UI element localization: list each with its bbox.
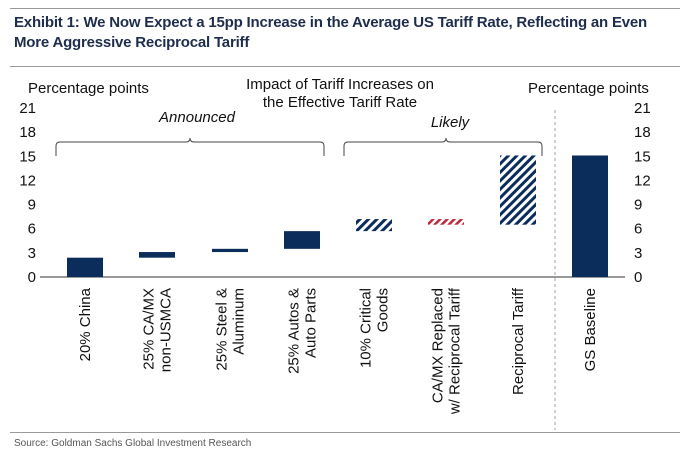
title-rule xyxy=(10,66,680,67)
likely-bracket xyxy=(343,137,543,156)
y-tick-left-3: 3 xyxy=(28,245,36,262)
bar-2 xyxy=(212,248,248,253)
category-label-0: 20% China xyxy=(77,287,94,361)
category-label-1-line-0: 25% CA/MX xyxy=(141,288,158,370)
bar-3 xyxy=(284,231,320,249)
y-tick-left-9: 9 xyxy=(28,197,36,214)
y-tick-left-0: 0 xyxy=(28,269,36,286)
y-tick-left-15: 15 xyxy=(19,148,36,165)
category-label-7: GS Baseline xyxy=(582,288,599,371)
source-note: Source: Goldman Sachs Global Investment … xyxy=(14,438,252,449)
bars-group xyxy=(67,155,608,277)
category-label-1: 25% CA/MX non-USMCA xyxy=(141,288,175,372)
bar-4 xyxy=(356,219,392,232)
exhibit-title: Exhibit 1: We Now Expect a 15pp Increase… xyxy=(14,14,648,51)
y-tick-right-18: 18 xyxy=(634,124,651,141)
right-axis-label: Percentage points xyxy=(528,80,649,97)
y-tick-left-21: 21 xyxy=(19,100,36,117)
category-label-2-line-1: Aluminum xyxy=(231,288,248,355)
category-label-5-line-0: CA/MX Replaced xyxy=(430,288,447,403)
y-tick-right-12: 12 xyxy=(634,172,651,189)
y-tick-right-6: 6 xyxy=(634,221,642,238)
category-label-0-line-0: 20% China xyxy=(77,287,94,361)
category-label-4: 10% Critical Goods xyxy=(358,288,392,368)
category-label-2-line-0: 25% Steel & xyxy=(214,288,231,371)
top-rule xyxy=(10,8,680,9)
category-label-3-line-0: 25% Autos & xyxy=(286,288,303,374)
y-tick-right-15: 15 xyxy=(634,148,651,165)
left-tick-labels: 0 3 6 9 12 15 18 21 xyxy=(19,100,36,286)
y-tick-left-6: 6 xyxy=(28,221,36,238)
category-label-2: 25% Steel & Aluminum xyxy=(214,288,248,371)
category-label-6-line-0: Reciprocal Tariff xyxy=(510,287,527,395)
y-tick-right-3: 3 xyxy=(634,245,642,262)
bar-6 xyxy=(500,155,536,225)
y-tick-left-12: 12 xyxy=(19,172,36,189)
y-tick-right-9: 9 xyxy=(634,197,642,214)
category-label-1-line-1: non-USMCA xyxy=(158,288,175,372)
category-label-3: 25% Autos & Auto Parts xyxy=(286,288,320,374)
category-label-7-line-0: GS Baseline xyxy=(582,288,599,371)
chart-title-line-2: the Effective Tariff Rate xyxy=(263,94,417,111)
likely-label: Likely xyxy=(431,114,471,131)
bar-1 xyxy=(139,252,175,258)
category-label-4-line-1: Goods xyxy=(375,288,392,332)
category-label-4-line-0: 10% Critical xyxy=(358,288,375,368)
category-label-5-line-1: w/ Reciprocal Tariff xyxy=(447,287,464,415)
category-label-6: Reciprocal Tariff xyxy=(510,287,527,395)
bar-7 xyxy=(572,155,608,277)
bottom-rule xyxy=(10,432,680,433)
announced-bracket xyxy=(55,137,325,156)
bar-5 xyxy=(428,219,464,225)
category-label-3-line-1: Auto Parts xyxy=(303,288,320,358)
y-tick-right-21: 21 xyxy=(634,100,651,117)
bar-0 xyxy=(67,257,103,277)
tariff-waterfall-chart: Percentage points Percentage points Impa… xyxy=(19,76,651,430)
announced-label: Announced xyxy=(158,109,236,126)
category-labels: 20% China 25% CA/MX non-USMCA 25% Steel & Al… xyxy=(77,287,599,415)
right-tick-labels: 0 3 6 9 12 15 18 21 xyxy=(634,100,651,286)
y-tick-right-0: 0 xyxy=(634,269,642,286)
y-tick-left-18: 18 xyxy=(19,124,36,141)
left-axis-label: Percentage points xyxy=(28,80,149,97)
category-label-5: CA/MX Replaced w/ Reciprocal Tariff xyxy=(430,287,464,415)
chart-title-line-1: Impact of Tariff Increases on xyxy=(246,76,434,93)
